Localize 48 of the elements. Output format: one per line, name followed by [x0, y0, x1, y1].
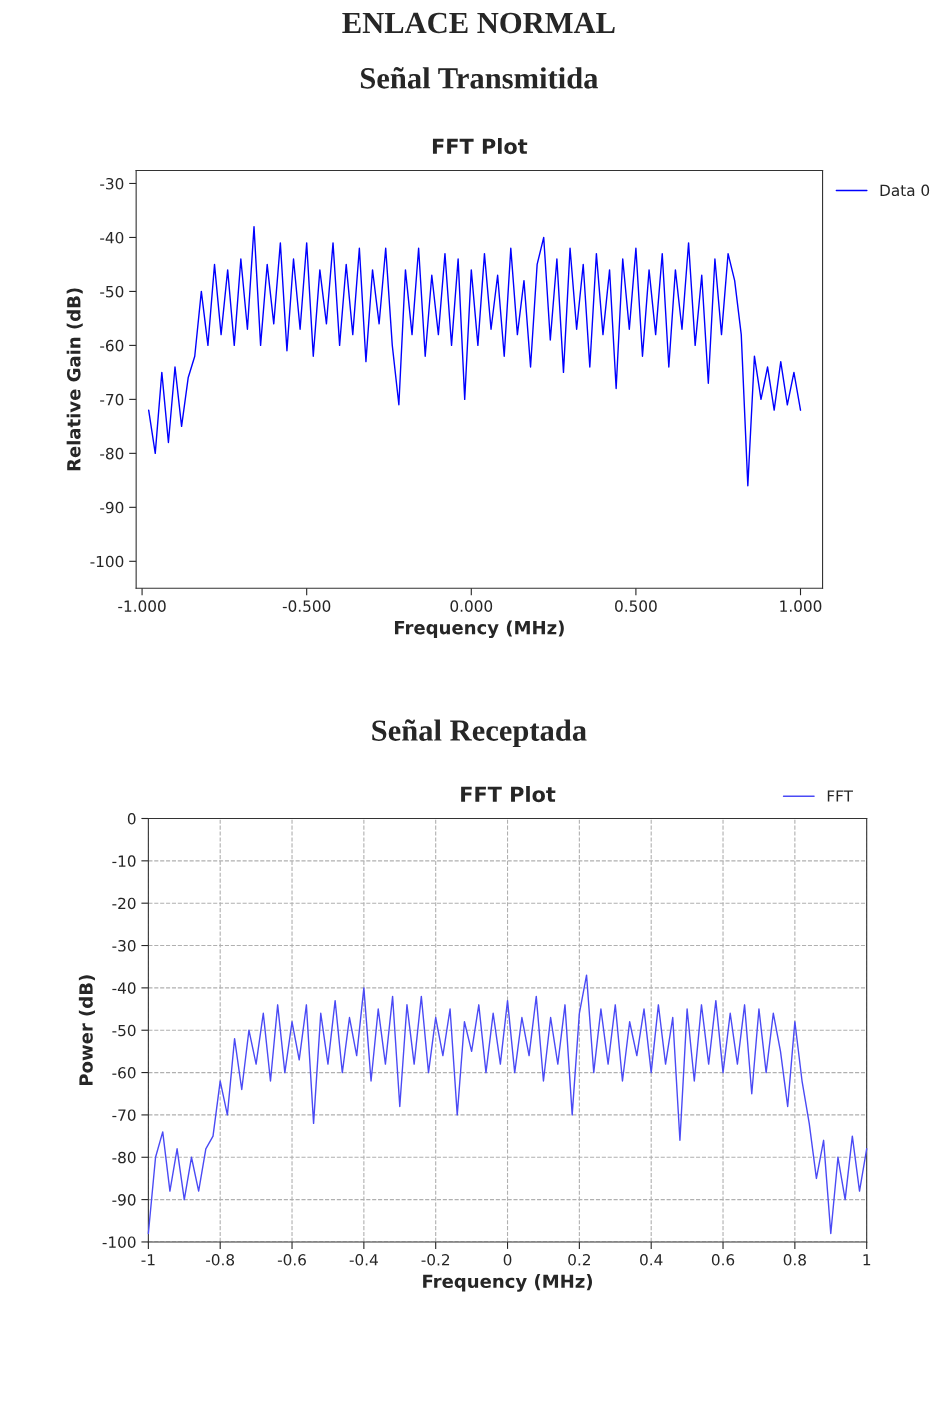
x-tick-label: 0.2: [568, 1254, 590, 1266]
y-tick-label: -70: [100, 393, 124, 406]
x-tick-label: -0.500: [282, 600, 331, 612]
y-tick-label: -90: [112, 1194, 136, 1206]
y-tick-label: -90: [100, 501, 124, 514]
chart-title: FFT Plot: [461, 786, 556, 803]
x-axis-title: Frequency (MHz): [394, 620, 564, 639]
y-tick-label: -50: [112, 1024, 136, 1037]
y-tick-label: -20: [112, 897, 136, 910]
x-tick-label: 0.500: [615, 600, 657, 612]
x-axis-title: Frequency (MHz): [423, 1274, 593, 1292]
legend-label: FFT: [827, 790, 853, 802]
x-tick-label: 0.4: [640, 1254, 663, 1266]
line-series: [147, 225, 802, 487]
y-tick-label: -80: [100, 447, 124, 460]
legend-label: Data 0: [880, 184, 930, 197]
y-tick-label: -40: [100, 231, 124, 244]
y-axis-title: Power (dB): [78, 975, 95, 1086]
y-tick-label: -60: [100, 339, 124, 352]
x-tick-label: 0.6: [711, 1254, 735, 1266]
y-tick-label: -30: [112, 940, 136, 952]
x-tick-label: 0.000: [450, 600, 493, 612]
x-tick-label: 1: [863, 1254, 871, 1266]
y-tick-label: -50: [100, 285, 124, 298]
y-tick-label: -80: [112, 1151, 136, 1164]
y-tick-label: -40: [112, 982, 136, 994]
x-tick-label: -0.4: [349, 1254, 378, 1266]
x-tick-label: -1: [141, 1254, 155, 1266]
y-tick-label: -10: [112, 855, 136, 867]
y-tick-label: -100: [90, 555, 124, 568]
y-tick-label: -70: [112, 1109, 136, 1121]
text: Señal Receptada: [372, 719, 587, 748]
x-tick-label: -0.6: [277, 1254, 306, 1266]
x-tick-label: 0.8: [783, 1254, 806, 1266]
x-tick-label: -0.8: [206, 1254, 235, 1266]
x-tick-label: -1.000: [118, 600, 166, 612]
line-series: [147, 974, 868, 1235]
y-tick-label: -60: [112, 1067, 136, 1079]
text: Señal Transmitida: [360, 67, 598, 89]
y-tick-label: 0: [127, 812, 136, 825]
x-tick-label: 0: [503, 1254, 512, 1266]
x-tick-label: 1.000: [780, 600, 822, 612]
y-tick-label: -100: [102, 1236, 136, 1248]
chart-title: FFT Plot: [432, 138, 528, 155]
x-tick-label: -0.2: [421, 1254, 450, 1266]
y-axis-title: Relative Gain (dB): [66, 288, 83, 471]
y-tick-label: -30: [100, 177, 124, 190]
text: ENLACE NORMAL: [342, 12, 615, 34]
